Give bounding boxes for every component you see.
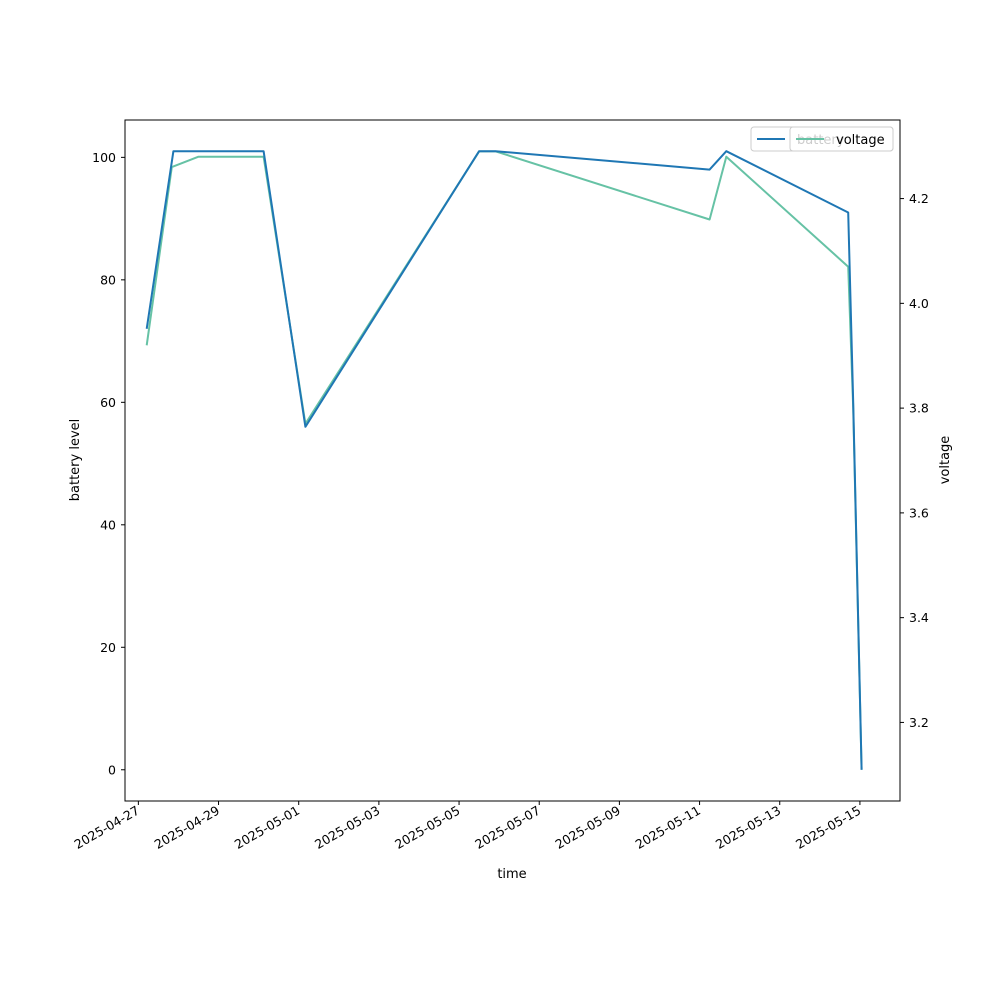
y-axis-right: 3.2 3.4 3.6 3.8 4.0 4.2 bbox=[900, 191, 929, 730]
y2-tick-label: 3.2 bbox=[909, 715, 929, 730]
y2-tick-label: 3.8 bbox=[909, 401, 929, 416]
y2-tick-label: 4.0 bbox=[909, 296, 929, 311]
y-axis-title: battery level bbox=[68, 419, 83, 502]
legend-voltage-box bbox=[789, 126, 894, 152]
y-tick-label: 100 bbox=[92, 150, 116, 165]
y-axis-left: 0 20 40 60 80 100 bbox=[92, 150, 125, 777]
legend-voltage-label: voltage bbox=[836, 133, 885, 148]
legend-voltage: voltage bbox=[789, 126, 894, 152]
series-line-battery bbox=[145, 150, 863, 770]
y-tick-label: 60 bbox=[100, 395, 116, 410]
y2-tick-label: 3.4 bbox=[909, 610, 929, 625]
plot-frame bbox=[124, 119, 901, 802]
y2-tick-label: 3.6 bbox=[909, 505, 929, 520]
y2-axis-title: voltage bbox=[938, 436, 953, 485]
y-tick-label: 20 bbox=[100, 640, 116, 655]
y-tick-label: 40 bbox=[100, 517, 116, 532]
y-tick-label: 80 bbox=[100, 272, 116, 287]
y2-tick-label: 4.2 bbox=[909, 191, 929, 206]
x-axis-title: time bbox=[497, 867, 526, 882]
series-layer bbox=[145, 150, 863, 770]
y-tick-label: 0 bbox=[108, 762, 116, 777]
